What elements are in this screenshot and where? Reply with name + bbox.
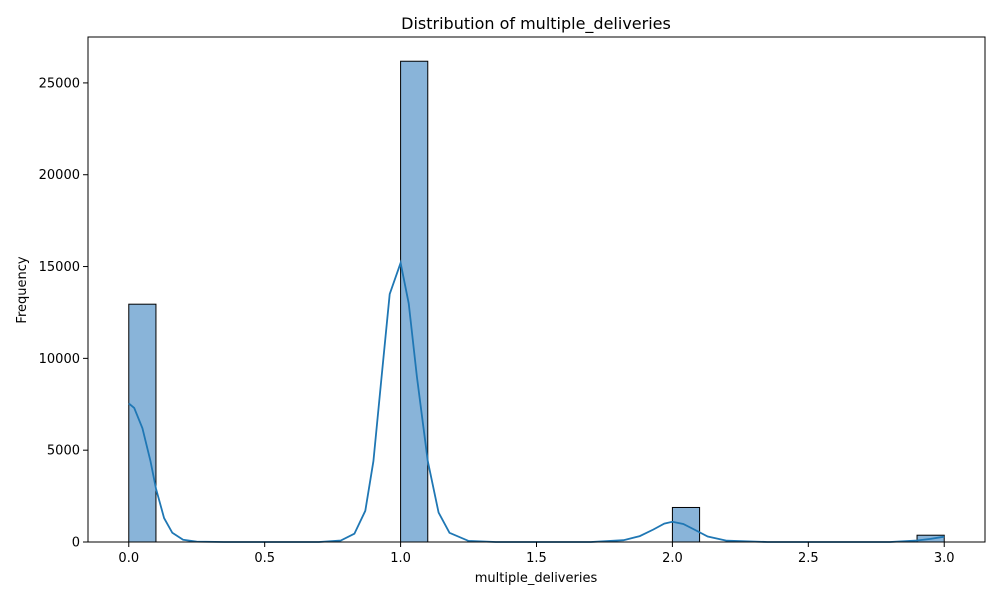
y-tick-label: 20000 [39,168,80,183]
y-tick-label: 0 [72,536,80,551]
y-tick-label: 5000 [47,444,80,459]
x-tick-label: 3.0 [934,551,955,566]
y-tick-label: 25000 [39,76,80,91]
plot-frame [87,36,986,543]
x-tick-label: 1.5 [526,551,547,566]
x-tick-label: 1.0 [390,551,411,566]
x-tick-label: 2.5 [798,551,819,566]
chart-title: Distribution of multiple_deliveries [401,14,671,34]
x-tick-label: 0.0 [118,551,139,566]
histogram-bar [400,60,429,543]
kde-line [128,259,945,543]
bars-layer [128,60,945,543]
x-axis: 0.0 0.5 1.0 1.5 2.0 2.5 3.0 [118,542,955,566]
histogram-bar [128,303,157,543]
x-tick-label: 2.0 [662,551,683,566]
x-tick-label: 0.5 [254,551,275,566]
y-axis-label: Frequency [15,256,30,323]
y-axis: 0 5000 10000 15000 20000 25000 [39,76,88,551]
y-tick-label: 15000 [39,260,80,275]
y-tick-label: 10000 [39,352,80,367]
x-axis-label: multiple_deliveries [475,571,598,586]
